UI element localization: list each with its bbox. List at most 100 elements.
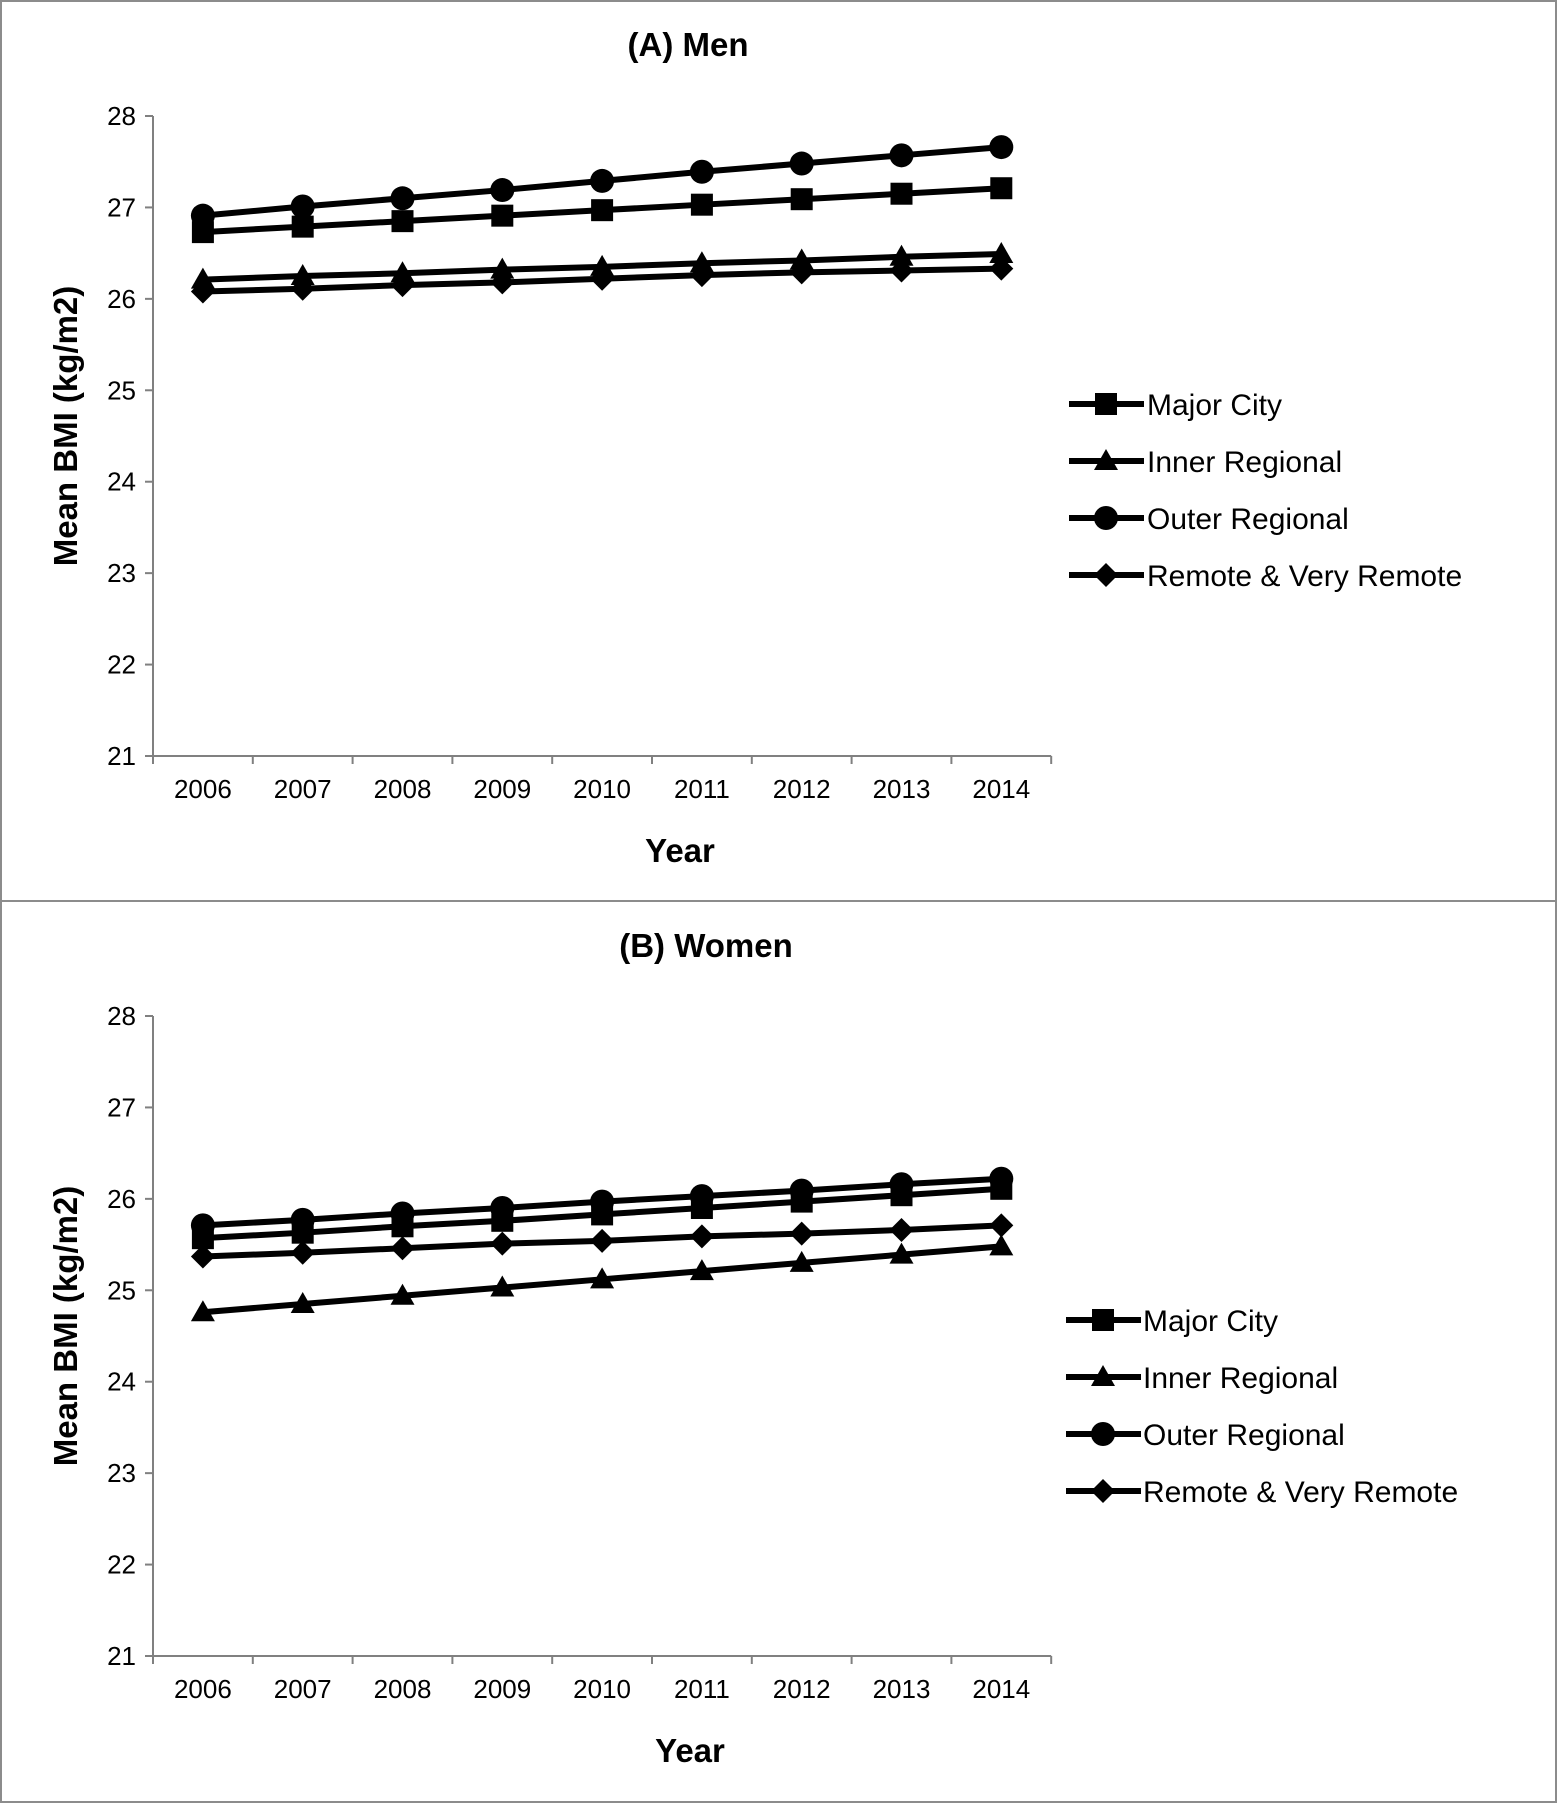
y-tick-label: 21 — [107, 741, 136, 771]
y-tick-label: 27 — [107, 1092, 136, 1122]
data-point-inner-regional — [390, 1283, 415, 1305]
data-point-outer-regional — [390, 186, 415, 211]
legend-label-outer-regional: Outer Regional — [1147, 503, 1349, 536]
y-tick-label: 26 — [107, 284, 136, 314]
data-point-outer-regional — [490, 178, 515, 203]
legend-marker-inner-regional — [1094, 449, 1118, 470]
data-point-inner-regional — [590, 254, 615, 276]
x-tick-label: 2014 — [972, 774, 1030, 804]
data-point-major-city — [391, 210, 414, 233]
legend-label-outer-regional: Outer Regional — [1143, 1419, 1345, 1452]
data-point-remote-very-remote — [190, 279, 215, 304]
data-point-outer-regional — [689, 159, 714, 184]
chart-men: (A) Men Mean BMI (kg/m2) Year 21 22 23 24 25… — [47, 26, 1462, 869]
data-point-outer-regional — [290, 194, 315, 219]
data-point-major-city — [990, 177, 1013, 200]
legend-marker-remote-very-remote — [1094, 563, 1118, 587]
legend-marker-remote-very-remote — [1091, 1479, 1115, 1503]
legend-label-major-city: Major City — [1143, 1305, 1278, 1338]
legend-label-major-city: Major City — [1147, 389, 1282, 422]
legend-marker-inner-regional — [1091, 1365, 1115, 1386]
legend-label-remote-very-remote: Remote & Very Remote — [1147, 560, 1462, 593]
y-tick-label: 28 — [107, 1001, 136, 1031]
data-point-remote-very-remote — [390, 1236, 415, 1261]
y-tick-label: 23 — [107, 1458, 136, 1488]
data-point-outer-regional — [889, 1172, 914, 1197]
x-tick-label: 2008 — [374, 774, 432, 804]
data-point-remote-very-remote — [989, 1213, 1014, 1238]
y-tick-label: 25 — [107, 1275, 136, 1305]
y-tick-label: 26 — [107, 1184, 136, 1214]
data-point-remote-very-remote — [789, 260, 814, 285]
data-point-inner-regional — [290, 264, 315, 285]
data-point-outer-regional — [889, 143, 914, 168]
y-tick-label: 25 — [107, 375, 136, 405]
data-point-major-city — [291, 215, 314, 238]
data-point-outer-regional — [789, 151, 814, 176]
data-point-inner-regional — [390, 261, 415, 283]
x-tick-label: 2006 — [174, 1674, 232, 1704]
x-tick-label: 2007 — [274, 1674, 332, 1704]
y-tick-label: 24 — [107, 1367, 136, 1397]
x-tick-label: 2012 — [773, 1674, 831, 1704]
x-tick-label: 2012 — [773, 774, 831, 804]
data-point-major-city — [591, 199, 614, 222]
data-point-outer-regional — [989, 135, 1014, 160]
data-point-remote-very-remote — [290, 1240, 315, 1265]
x-axis-title: Year — [655, 1732, 725, 1769]
y-tick-label: 22 — [107, 1550, 136, 1580]
data-point-inner-regional — [989, 1234, 1014, 1256]
x-tick-label: 2006 — [174, 774, 232, 804]
data-point-inner-regional — [789, 248, 814, 270]
data-point-remote-very-remote — [490, 1231, 515, 1256]
legend-label-inner-regional: Inner Regional — [1147, 446, 1342, 479]
data-point-inner-regional — [190, 1300, 215, 1322]
x-tick-label: 2013 — [873, 774, 931, 804]
chart-title: (A) Men — [628, 26, 749, 63]
legend-label-remote-very-remote: Remote & Very Remote — [1143, 1476, 1458, 1509]
chart-panel-women: (B) Women Mean BMI (kg/m2) Year 21 22 23 24… — [0, 900, 1557, 1803]
data-point-inner-regional — [689, 251, 714, 273]
data-point-inner-regional — [889, 244, 914, 266]
legend-marker-outer-regional — [1091, 1422, 1115, 1446]
x-tick-label: 2007 — [274, 774, 332, 804]
x-tick-label: 2014 — [972, 1674, 1030, 1704]
data-point-remote-very-remote — [390, 273, 415, 298]
y-axis-title: Mean BMI (kg/m2) — [47, 1186, 84, 1467]
data-point-outer-regional — [190, 203, 215, 228]
data-point-remote-very-remote — [889, 258, 914, 283]
data-point-inner-regional — [989, 242, 1014, 264]
x-tick-label: 2010 — [573, 774, 631, 804]
data-point-outer-regional — [290, 1207, 315, 1232]
data-point-remote-very-remote — [889, 1217, 914, 1242]
data-point-inner-regional — [290, 1292, 315, 1313]
x-tick-label: 2013 — [873, 1674, 931, 1704]
legend-label-inner-regional: Inner Regional — [1143, 1362, 1338, 1395]
legend-marker-major-city — [1092, 1309, 1114, 1331]
data-point-inner-regional — [590, 1267, 615, 1289]
legend-marker-major-city — [1095, 393, 1117, 415]
data-point-outer-regional — [789, 1178, 814, 1203]
data-point-remote-very-remote — [689, 1224, 714, 1249]
chart-title: (B) Women — [619, 927, 793, 964]
data-point-remote-very-remote — [989, 256, 1014, 281]
data-point-outer-regional — [190, 1213, 215, 1238]
x-tick-label: 2009 — [473, 1674, 531, 1704]
data-point-major-city — [491, 204, 514, 227]
legend-marker-outer-regional — [1094, 506, 1118, 530]
data-point-outer-regional — [989, 1166, 1014, 1191]
data-point-remote-very-remote — [689, 263, 714, 288]
data-point-outer-regional — [689, 1184, 714, 1209]
data-point-major-city — [191, 221, 214, 244]
y-tick-label: 21 — [107, 1641, 136, 1671]
y-tick-label: 23 — [107, 558, 136, 588]
data-point-inner-regional — [889, 1242, 914, 1264]
x-tick-label: 2011 — [674, 1674, 730, 1704]
data-point-inner-regional — [689, 1259, 714, 1281]
data-point-remote-very-remote — [590, 1228, 615, 1253]
y-axis-title: Mean BMI (kg/m2) — [47, 286, 84, 567]
data-point-inner-regional — [789, 1250, 814, 1272]
data-point-remote-very-remote — [590, 266, 615, 291]
x-tick-label: 2010 — [573, 1674, 631, 1704]
y-tick-label: 22 — [107, 650, 136, 680]
